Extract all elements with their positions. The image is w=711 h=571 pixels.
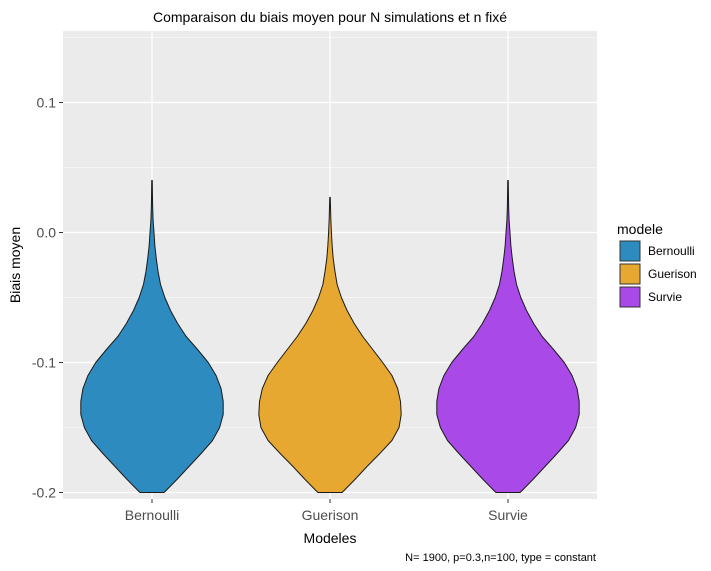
x-tick-label: Survie (488, 507, 528, 523)
x-axis: Bernoulli Guerison Survie (125, 499, 528, 523)
y-axis-title: Biais moyen (7, 227, 23, 303)
y-tick-label: 0.1 (37, 95, 57, 111)
y-tick-label: -0.1 (32, 355, 56, 371)
legend-key-bernoulli (619, 240, 641, 262)
x-tick-label: Bernoulli (125, 507, 179, 523)
legend-title: modele (617, 221, 663, 237)
y-axis: 0.1 0.0 -0.1 -0.2 (32, 95, 63, 501)
legend-label-guerison: Guerison (648, 267, 697, 281)
plot-panel (63, 31, 597, 499)
legend-label-bernoulli: Bernoulli (648, 244, 695, 258)
legend-key-guerison (619, 263, 641, 285)
x-tick-label: Guerison (302, 507, 359, 523)
x-axis-title: Modeles (304, 530, 357, 546)
caption: N= 1900, p=0.3,n=100, type = constant (405, 552, 596, 564)
violin-bernoulli (80, 180, 224, 493)
legend-key-survie (619, 286, 641, 308)
y-tick-label: 0.0 (37, 225, 57, 241)
violin-guerison (258, 196, 402, 493)
y-tick-label: -0.2 (32, 485, 56, 501)
legend-items: Bernoulli Guerison Survie (619, 240, 697, 308)
violins (80, 180, 580, 493)
violin-survie (436, 180, 580, 493)
chart-title: Comparaison du biais moyen pour N simula… (153, 9, 507, 25)
legend: modele Bernoulli Guerison Survie (617, 221, 697, 308)
legend-label-survie: Survie (648, 290, 682, 304)
